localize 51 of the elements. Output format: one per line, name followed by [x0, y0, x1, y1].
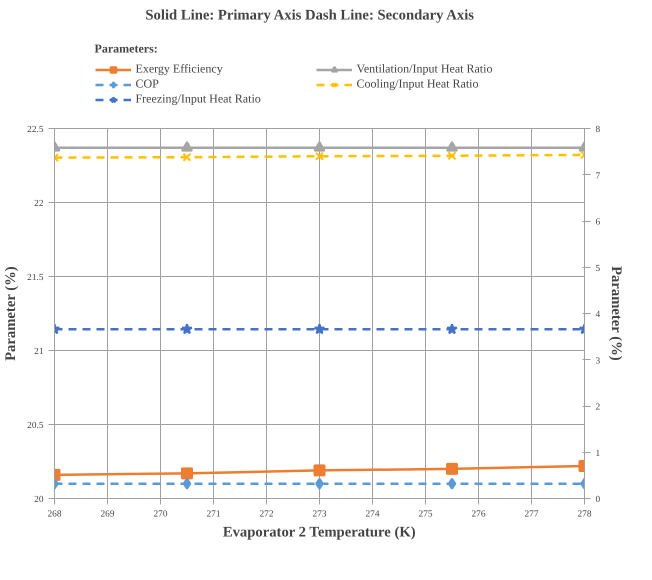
point — [315, 478, 324, 490]
chart-title: Solid Line: Primary Axis Dash Line: Secondary Axis — [145, 8, 474, 24]
y2-tick-label: 1 — [596, 448, 600, 459]
y-tick-label: 21.5 — [27, 273, 44, 283]
y-tick-label: 20.5 — [27, 421, 44, 431]
point — [448, 478, 456, 490]
x-tick-label: 268 — [48, 510, 62, 520]
point — [314, 152, 324, 161]
y2-tick-label: 7 — [596, 171, 600, 182]
y-tick-label: 22.5 — [27, 125, 44, 135]
point — [182, 478, 192, 490]
x-tick-label: 271 — [206, 510, 221, 520]
point — [181, 467, 193, 480]
point — [314, 464, 326, 476]
y2-tick-label: 6 — [596, 218, 600, 228]
x-tick-label: 274 — [366, 510, 380, 520]
legend-title: Parameters: — [94, 42, 159, 56]
legend-label: Cooling/Input Heat Ratio — [356, 76, 480, 92]
y2-tick-label: 4 — [596, 310, 600, 320]
point — [181, 323, 193, 334]
x-tick-label: 269 — [100, 510, 115, 520]
legend-label: Exergy Efficiency — [136, 62, 224, 76]
x-tick-label: 278 — [578, 510, 592, 520]
y2-tick-label: 0 — [596, 495, 600, 505]
y2-tick-label: 2 — [596, 402, 600, 412]
x-tick-label: 273 — [312, 510, 327, 520]
point — [446, 462, 458, 475]
x-axis-title: Evaporator 2 Temperature (K) — [222, 524, 416, 540]
x-tick-label: 276 — [472, 510, 486, 520]
legend-label: Freezing/Input Heat Ratio — [136, 92, 262, 106]
y-tick-label: 21 — [34, 347, 44, 357]
x-tick-label: 270 — [154, 510, 168, 520]
x-tick-label: 272 — [260, 510, 274, 520]
y2-tick-label: 3 — [596, 356, 600, 366]
point — [314, 140, 326, 152]
y2-axis-title: Parameter (%) — [608, 266, 624, 361]
y-axis-title: Parameter (%) — [3, 266, 20, 361]
point — [447, 151, 457, 160]
legend-label: Ventilation/Input Heat Ratio — [356, 62, 494, 76]
point — [446, 323, 458, 334]
x-tick-label: 275 — [418, 510, 433, 520]
y-tick-label: 22 — [34, 199, 44, 209]
point — [446, 140, 458, 152]
point — [314, 323, 326, 334]
x-tick-label: 277 — [524, 510, 539, 520]
y2-tick-label: 8 — [596, 125, 600, 135]
point — [182, 152, 192, 162]
legend-label: COP — [136, 76, 160, 92]
y2-tick-label: 5 — [596, 264, 600, 274]
y-tick-label: 20 — [34, 495, 44, 505]
point — [181, 140, 193, 152]
